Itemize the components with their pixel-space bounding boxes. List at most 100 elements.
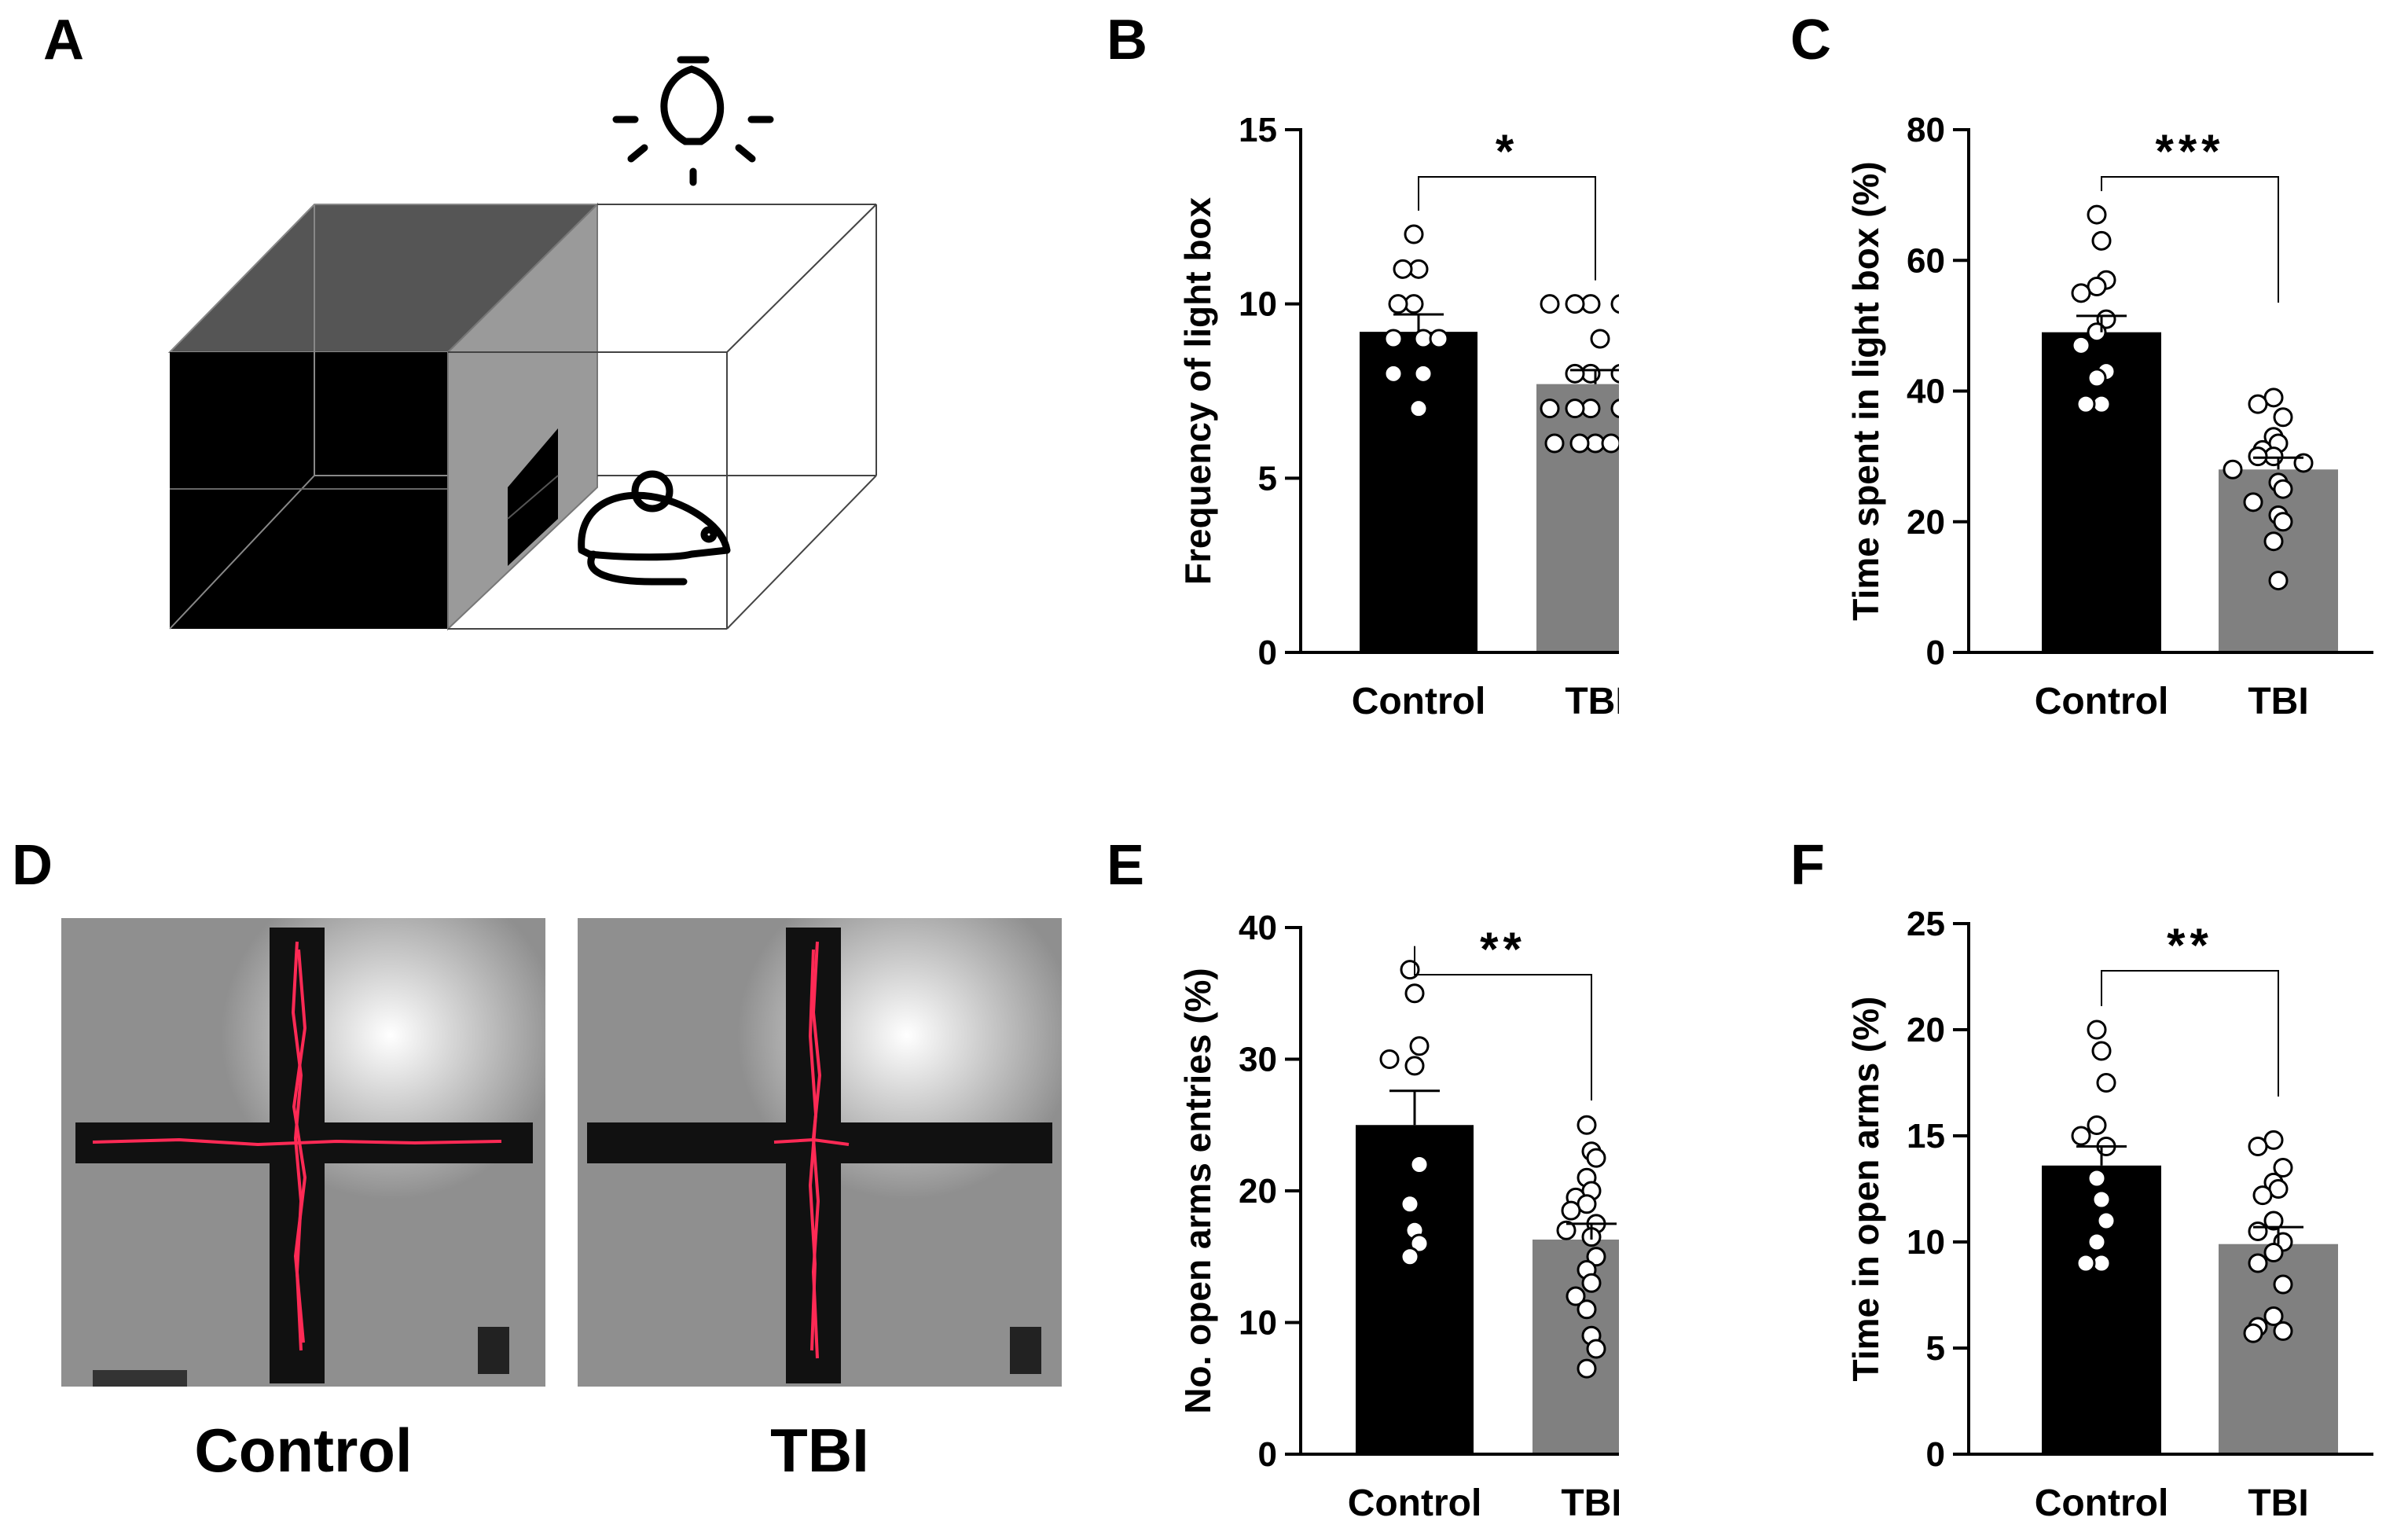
chart-c-ytick-label: 0 — [1926, 634, 1945, 672]
chart-f-point — [2087, 1168, 2107, 1188]
chart-c-point — [2071, 283, 2091, 303]
chart-time-light-box: 0 20 40 60 80 Control TBI Time spent in light b… — [1845, 111, 2373, 722]
chart-b-ytick-label: 15 — [1239, 111, 1277, 149]
chart-b-point — [1590, 329, 1610, 349]
chart-e-ytick-label: 40 — [1239, 909, 1277, 947]
chart-c-point — [2087, 368, 2107, 388]
panel-label-c: C — [1790, 9, 1831, 72]
chart-e-ylabel: No. open arms entries (%) — [1177, 968, 1218, 1413]
chart-c-ytick-label: 40 — [1907, 373, 1945, 411]
chart-e-ytick-label: 20 — [1239, 1172, 1277, 1211]
panel-label-f: F — [1790, 834, 1825, 897]
chart-e-point — [1577, 1358, 1597, 1379]
panel-label-b: B — [1107, 9, 1147, 72]
chart-e-point — [1586, 1247, 1606, 1267]
chart-e-point — [1409, 1233, 1430, 1254]
chart-f-point — [2252, 1185, 2273, 1206]
maze-photo-tbi — [578, 918, 1062, 1387]
chart-c-point — [2273, 407, 2293, 428]
chart-e-point — [1404, 1056, 1425, 1076]
chart-e-point — [1379, 1049, 1400, 1069]
chart-f-point — [2091, 1189, 2112, 1210]
chart-f-point — [2263, 1211, 2284, 1231]
chart-c-point — [2248, 446, 2268, 467]
chart-f-ytick-label: 20 — [1907, 1011, 1945, 1049]
chart-e-point — [1586, 1339, 1606, 1359]
chart-e-significance-bracket — [1414, 946, 1592, 1100]
chart-f-xtick-label: Control — [2035, 1482, 2169, 1524]
chart-f-significance-label: ** — [2167, 919, 2213, 972]
chart-b-point — [1413, 363, 1433, 384]
panel-label-e: E — [1107, 834, 1145, 897]
chart-b-xtick-label: TBI — [1565, 681, 1619, 722]
chart-b-point — [1540, 399, 1560, 419]
chart-c-ylabel: Time spent in light box (%) — [1845, 161, 1886, 620]
chart-f-point — [2087, 1232, 2107, 1252]
chart-f-point — [2071, 1126, 2091, 1146]
chart-f-point — [2248, 1222, 2268, 1241]
chart-b-point — [1610, 294, 1619, 314]
chart-b-point — [1601, 433, 1619, 454]
chart-f-point — [2263, 1306, 2284, 1326]
chart-b-significance-bracket — [1418, 176, 1596, 281]
chart-f-point — [2091, 1041, 2112, 1061]
chart-b-point — [1388, 294, 1408, 314]
chart-e-ytick-label: 10 — [1239, 1304, 1277, 1343]
chart-f-point — [2263, 1243, 2284, 1262]
chart-e-bar-tbi — [1533, 1239, 1619, 1454]
chart-b-point — [1610, 399, 1619, 419]
chart-f-point — [2243, 1323, 2263, 1343]
chart-b-ytick-label: 10 — [1239, 285, 1277, 324]
chart-e-point — [1581, 1273, 1602, 1293]
chart-f-point — [2076, 1253, 2096, 1273]
chart-e-ytick-label: 0 — [1258, 1435, 1277, 1474]
chart-b-point — [1429, 329, 1449, 349]
chart-b-bar-control — [1360, 332, 1477, 652]
chart-f-ytick-label: 0 — [1926, 1435, 1945, 1474]
chart-e-point — [1566, 1286, 1586, 1306]
chart-b-point — [1408, 399, 1429, 419]
chart-c-point — [2273, 479, 2293, 499]
chart-f-point — [2273, 1274, 2293, 1295]
chart-f-bar-tbi — [2219, 1244, 2338, 1454]
chart-c-point — [2263, 531, 2284, 552]
chart-c-point — [2087, 204, 2107, 225]
chart-f-point — [2248, 1253, 2268, 1273]
chart-b-point — [1569, 433, 1590, 454]
chart-f-point — [2096, 1211, 2116, 1231]
maze-label-tbi: TBI — [770, 1416, 869, 1485]
chart-c-significance-bracket — [2101, 176, 2279, 303]
chart-b-point — [1544, 433, 1565, 454]
chart-e-point — [1561, 1200, 1581, 1221]
chart-f-point — [2273, 1158, 2293, 1177]
chart-b-point — [1540, 294, 1560, 314]
chart-c-point — [2087, 322, 2107, 343]
chart-c-significance-label: *** — [2155, 125, 2224, 178]
maze-label-control: Control — [194, 1416, 413, 1485]
track-path-control — [92, 941, 502, 1351]
chart-e-point — [1400, 1194, 1420, 1214]
chart-c-point — [2076, 394, 2096, 414]
chart-b-point — [1565, 399, 1585, 419]
panel-label-a: A — [43, 9, 84, 72]
chart-c-point — [2091, 230, 2112, 251]
chart-b-point — [1393, 259, 1413, 279]
chart-f-point — [2087, 1115, 2107, 1135]
chart-e-significance-label: ** — [1480, 923, 1526, 975]
chart-b-point — [1383, 329, 1404, 349]
chart-b-ytick-label: 0 — [1258, 634, 1277, 672]
chart-c-point — [2248, 394, 2268, 414]
chart-e-point — [1400, 1247, 1420, 1267]
chart-b-point — [1565, 294, 1585, 314]
chart-c-point — [2268, 571, 2289, 591]
chart-e-point — [1409, 1155, 1430, 1174]
chart-f-xtick-label: TBI — [2248, 1482, 2308, 1524]
chart-b-xtick-label: Control — [1352, 681, 1486, 722]
chart-c-xtick-label: TBI — [2248, 681, 2308, 722]
chart-c-ytick-label: 20 — [1907, 503, 1945, 542]
chart-e-bar-control — [1356, 1125, 1474, 1454]
maze-photo-control — [61, 918, 545, 1387]
chart-c-bar-tbi — [2219, 469, 2338, 652]
panel-label-d: D — [12, 834, 53, 897]
chart-b-significance-label: * — [1496, 125, 1518, 178]
